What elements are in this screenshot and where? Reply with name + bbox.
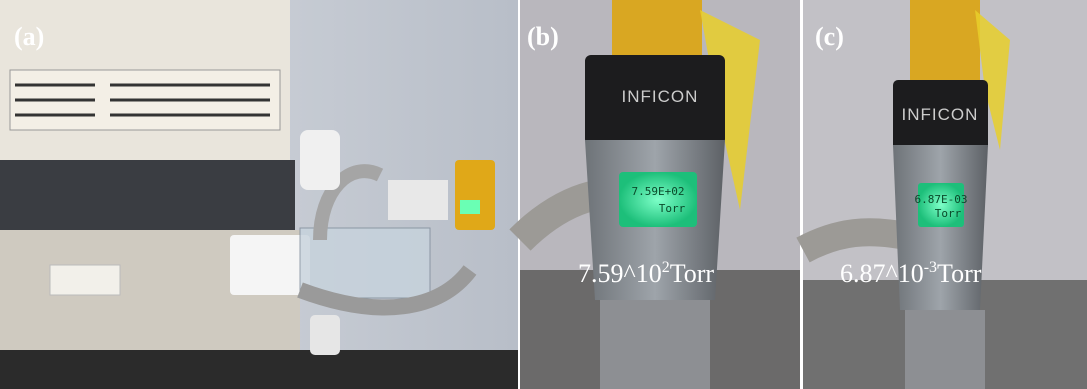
panel-label: (b) — [527, 22, 559, 51]
panel-c: 6.87E-03 Torr INFICON (c) 6.87^10-3Torr — [803, 0, 1087, 389]
unit: Torr — [670, 259, 715, 288]
exponent: 2 — [662, 259, 670, 276]
panel-a: (a) — [0, 0, 518, 389]
unit: Torr — [937, 259, 982, 288]
pressure-reading: 7.59^102Torr — [578, 259, 714, 288]
brand: INFICON — [622, 87, 699, 106]
exponent: -3 — [924, 259, 937, 276]
panel-b: 7.59E+02 Torr INFICON (b) 7.59^102Torr — [520, 0, 800, 389]
brand: INFICON — [902, 105, 979, 124]
mantissa: 7.59^10 — [578, 259, 662, 288]
display-value: 7.59E+02 — [632, 185, 685, 198]
mantissa: 6.87^10 — [840, 259, 924, 288]
figure: (a) 7.59E+02 Torr INFICON (b) 7.59^102To… — [0, 0, 1087, 389]
display-unit: Torr — [935, 207, 962, 220]
pressure-reading: 6.87^10-3Torr — [840, 259, 982, 288]
display-unit: Torr — [659, 202, 686, 215]
panel-label: (a) — [14, 22, 44, 51]
display-value: 6.87E-03 — [915, 193, 968, 206]
panel-label: (c) — [815, 22, 844, 51]
